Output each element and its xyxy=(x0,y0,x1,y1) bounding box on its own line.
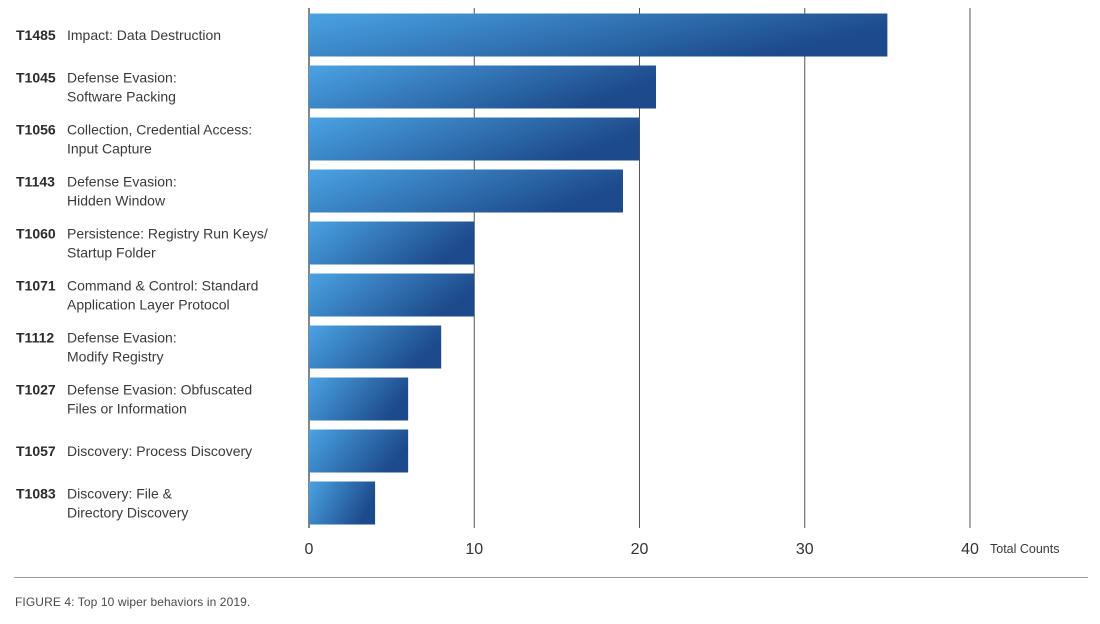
bar-t1485 xyxy=(309,13,888,57)
category-label-line: Startup Folder xyxy=(67,245,156,261)
bar-t1112 xyxy=(309,325,442,369)
category-label-line: Defense Evasion: xyxy=(67,70,177,86)
category-id: T1056 xyxy=(16,122,56,138)
x-axis-ticks: 0 10 20 30 40 xyxy=(305,541,979,558)
bar-t1057 xyxy=(309,429,409,473)
x-tick-label: 40 xyxy=(961,541,979,558)
category-id: T1485 xyxy=(16,27,56,43)
caption-divider xyxy=(14,577,1088,578)
category-label-line: Application Layer Protocol xyxy=(67,297,230,313)
category-id: T1045 xyxy=(16,70,56,86)
category-label-line: Directory Discovery xyxy=(67,505,188,521)
bar-t1056 xyxy=(309,117,640,161)
category-label-line: Input Capture xyxy=(67,141,152,157)
category-label-line: Files or Information xyxy=(67,401,187,417)
category-id: T1057 xyxy=(16,443,56,459)
category-label-line: Impact: Data Destruction xyxy=(67,27,221,43)
x-tick-label: 20 xyxy=(631,541,649,558)
category-id: T1071 xyxy=(16,278,56,294)
category-labels: T1485 Impact: Data Destruction T1045 Defens… xyxy=(16,27,268,521)
category-label-line: Discovery: File & xyxy=(67,486,173,502)
category-id: T1112 xyxy=(16,330,54,346)
x-tick-label: 30 xyxy=(796,541,814,558)
bar-chart: T1485 Impact: Data Destruction T1045 Defens… xyxy=(16,8,1059,558)
category-id: T1083 xyxy=(16,486,56,502)
category-id: T1143 xyxy=(16,174,55,190)
category-label-line: Persistence: Registry Run Keys/ xyxy=(67,226,268,242)
bar-t1045 xyxy=(309,65,657,109)
category-label-line: Defense Evasion: xyxy=(67,330,177,346)
category-label-line: Collection, Credential Access: xyxy=(67,122,252,138)
category-label-line: Software Packing xyxy=(67,89,176,105)
category-label-line: Defense Evasion: Obfuscated xyxy=(67,382,252,398)
category-label-line: Command & Control: Standard xyxy=(67,278,258,294)
bars xyxy=(309,13,888,525)
category-id: T1027 xyxy=(16,382,56,398)
bar-t1060 xyxy=(309,221,475,265)
category-label-line: Discovery: Process Discovery xyxy=(67,443,252,459)
bar-t1027 xyxy=(309,377,409,421)
figure-caption: FIGURE 4: Top 10 wiper behaviors in 2019… xyxy=(15,595,251,609)
bar-t1071 xyxy=(309,273,475,317)
category-label-line: Hidden Window xyxy=(67,193,166,209)
category-label-line: Defense Evasion: xyxy=(67,174,177,190)
x-tick-label: 0 xyxy=(305,541,314,558)
x-tick-label: 10 xyxy=(465,541,483,558)
category-id: T1060 xyxy=(16,226,56,242)
x-axis-title: Total Counts xyxy=(990,542,1059,556)
category-label-line: Modify Registry xyxy=(67,349,163,365)
bar-t1143 xyxy=(309,169,623,213)
bar-t1083 xyxy=(309,481,376,525)
